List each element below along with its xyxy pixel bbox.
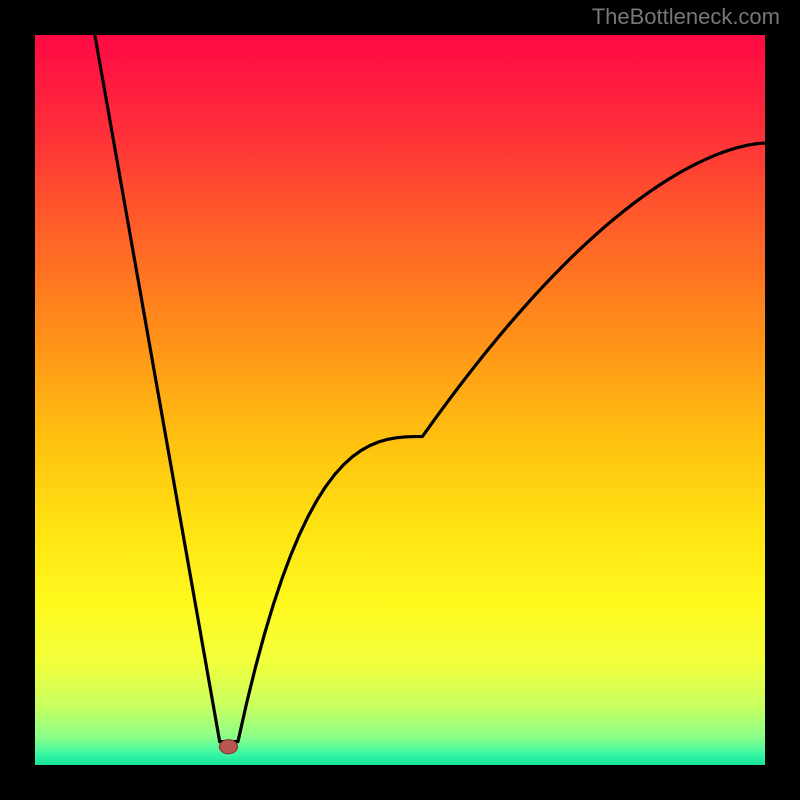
gradient-plot-area — [35, 35, 765, 765]
bottleneck-chart — [0, 0, 800, 800]
chart-container: TheBottleneck.com — [0, 0, 800, 800]
optimal-point-marker — [219, 740, 237, 754]
